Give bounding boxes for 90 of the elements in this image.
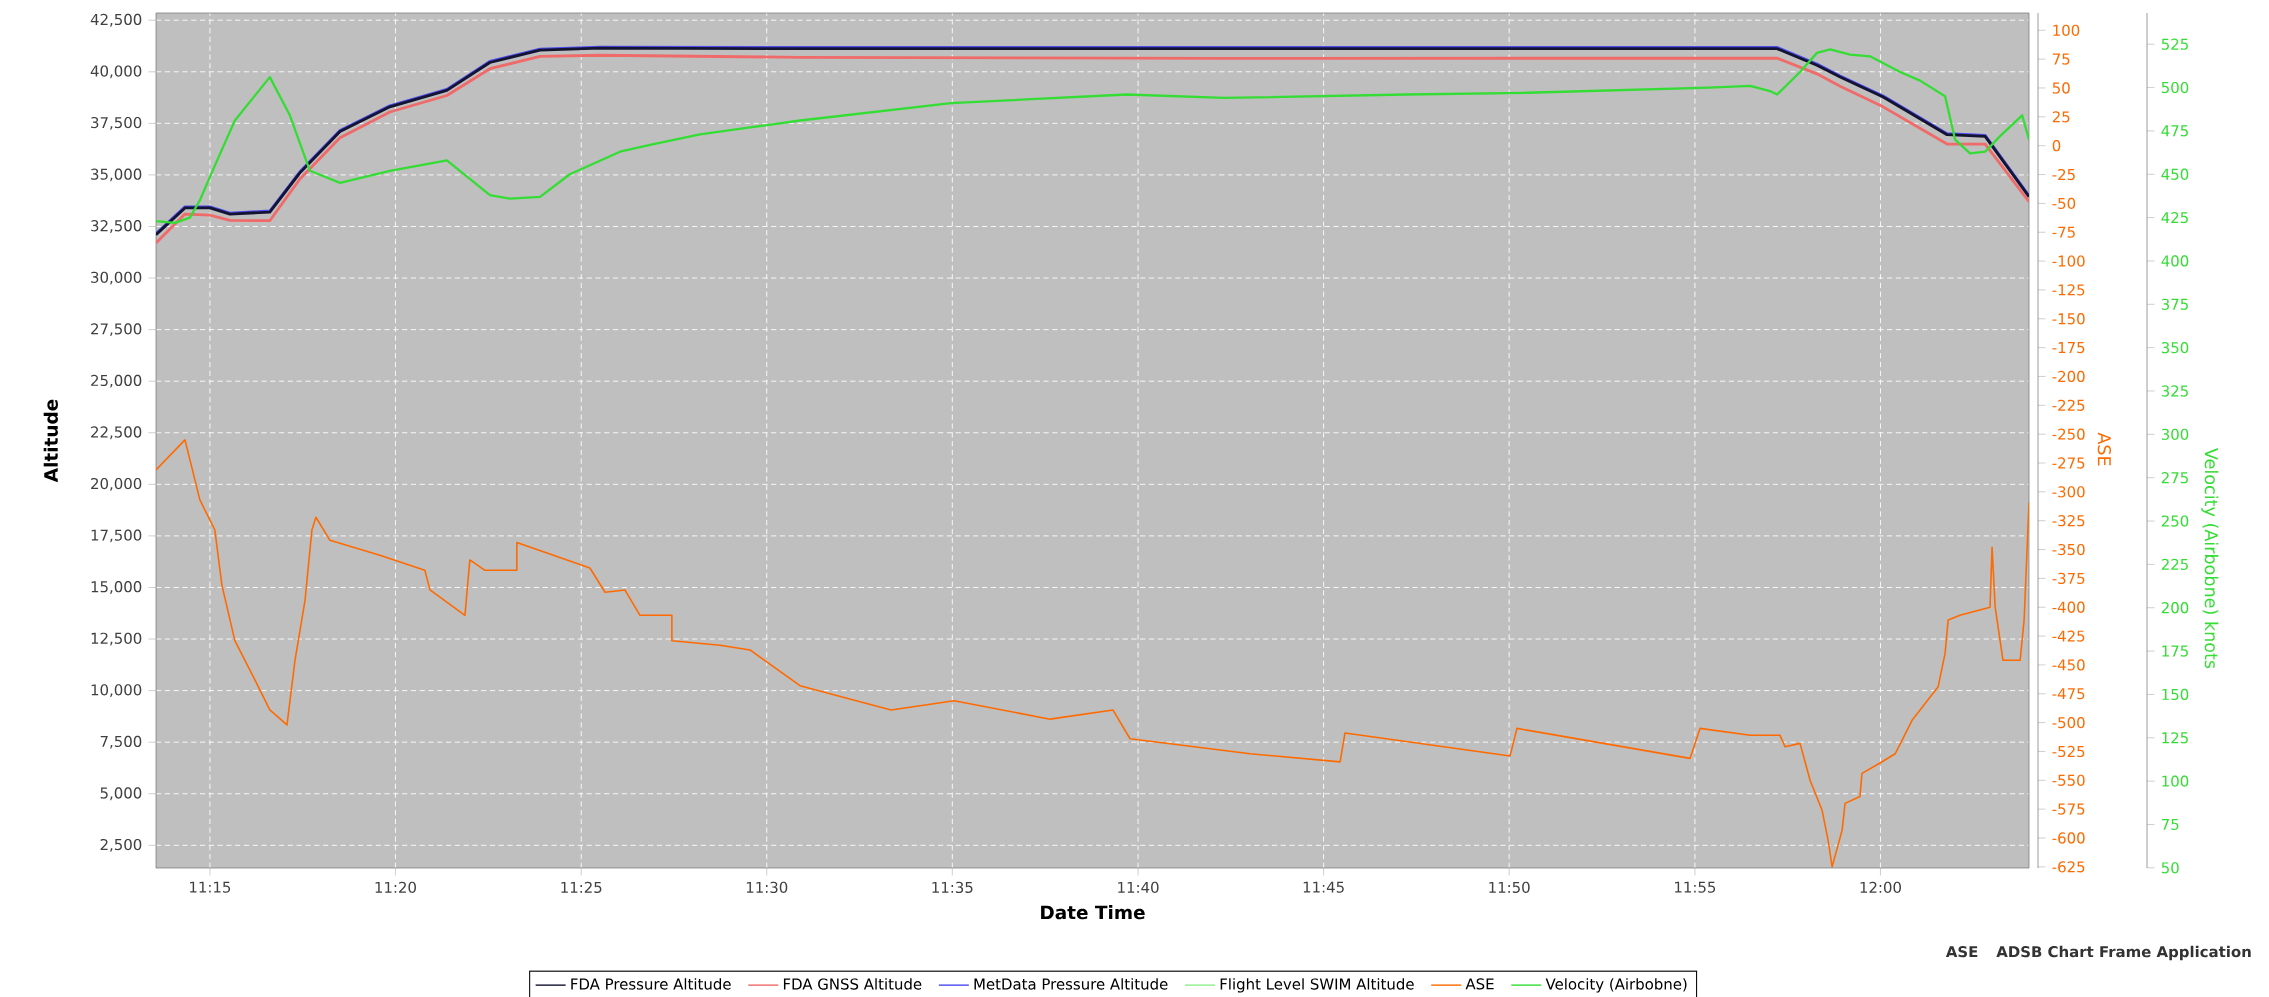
y2-tick-label: -200 bbox=[2052, 370, 2085, 383]
y-tick-label: 25,000 bbox=[91, 374, 142, 388]
y2-tick-label: 75 bbox=[2052, 53, 2070, 65]
y2-tick-label: -250 bbox=[2052, 428, 2085, 440]
y3-tick-label: 225 bbox=[2161, 558, 2188, 571]
y2-tick-label: -525 bbox=[2052, 745, 2085, 758]
x-tick-label: 11:50 bbox=[1489, 881, 1530, 894]
y2-tick-label: -25 bbox=[2052, 168, 2075, 181]
y2-tick-label: -375 bbox=[2052, 572, 2085, 585]
y-tick-label: 17,500 bbox=[91, 529, 142, 543]
y-tick-label: 42,500 bbox=[90, 13, 142, 27]
x-axis-title: Date Time bbox=[1041, 905, 1145, 920]
y-tick-label: 30,000 bbox=[91, 271, 142, 285]
y2-tick-label: -575 bbox=[2052, 803, 2085, 815]
x-tick-label: 11:25 bbox=[561, 881, 602, 894]
y2-tick-label: 100 bbox=[2053, 24, 2080, 36]
y3-tick-label: 200 bbox=[2161, 602, 2189, 614]
y2-tick-label: -125 bbox=[2052, 284, 2085, 296]
x-tick-label: 11:45 bbox=[1303, 881, 1344, 893]
y2-tick-label: 0 bbox=[2052, 140, 2061, 152]
y2-tick-label: -50 bbox=[2052, 197, 2076, 210]
y3-tick-label: 150 bbox=[2162, 688, 2189, 701]
y3-tick-label: 350 bbox=[2161, 342, 2189, 354]
y3-tick-label: 325 bbox=[2161, 385, 2188, 397]
y2-tick-label: 50 bbox=[2052, 82, 2070, 94]
y-tick-label: 40,000 bbox=[90, 65, 142, 79]
y3-tick-label: 275 bbox=[2161, 472, 2188, 484]
y3-tick-label: 300 bbox=[2161, 428, 2189, 440]
y2-tick-label: -500 bbox=[2052, 716, 2085, 729]
y3-tick-label: 75 bbox=[2161, 818, 2179, 831]
y3-axis-title: Velocity (Airbobne) knots bbox=[2201, 448, 2219, 669]
y2-tick-label: -175 bbox=[2052, 342, 2085, 354]
x-tick-label: 12:00 bbox=[1860, 881, 1901, 894]
line-series bbox=[156, 439, 2030, 868]
y-tick-label: 27,500 bbox=[91, 323, 142, 337]
text: ADSB Chart Frame Application bbox=[1996, 945, 2251, 961]
y-tick-label: 35,000 bbox=[91, 168, 142, 182]
y3-tick-label: 475 bbox=[2161, 125, 2188, 137]
y-tick-label: 32,500 bbox=[91, 220, 142, 233]
legend-label: Velocity (Airbobne) bbox=[1545, 978, 1687, 993]
y-tick-label: 12,500 bbox=[91, 632, 142, 646]
legend-label: FDA GNSS Altitude bbox=[783, 978, 922, 990]
y2-tick-label: -475 bbox=[2052, 688, 2085, 700]
y-tick-label: 22,500 bbox=[91, 426, 142, 440]
legend-label: ASE bbox=[1465, 978, 1494, 990]
x-tick-label: 11:55 bbox=[1675, 881, 1716, 893]
y-tick-label: 10,000 bbox=[91, 684, 142, 698]
y2-tick-label: 25 bbox=[2052, 111, 2070, 123]
x-tick-label: 11:40 bbox=[1118, 881, 1159, 894]
legend-label: FDA Pressure Altitude bbox=[571, 978, 731, 990]
y2-tick-label: -300 bbox=[2052, 486, 2085, 498]
y2-tick-label: -150 bbox=[2052, 313, 2085, 325]
y2-tick-label: -625 bbox=[2052, 861, 2085, 873]
y2-tick-label: -400 bbox=[2052, 601, 2085, 613]
y-axis-title: Altitude bbox=[43, 399, 58, 483]
x-tick-label: 11:30 bbox=[746, 881, 788, 894]
y2-tick-label: -550 bbox=[2052, 774, 2085, 786]
y3-tick-label: 425 bbox=[2161, 211, 2188, 224]
y3-tick-label: 125 bbox=[2162, 732, 2188, 744]
y2-tick-label: -100 bbox=[2052, 255, 2085, 267]
y2-tick-label: -75 bbox=[2052, 226, 2075, 238]
y-tick-label: 37,500 bbox=[91, 116, 142, 130]
text: ASE bbox=[1945, 946, 1978, 958]
y2-tick-label: -425 bbox=[2052, 630, 2085, 642]
y3-tick-label: 100 bbox=[2162, 775, 2189, 787]
y2-tick-label: -275 bbox=[2052, 457, 2085, 469]
y3-tick-label: 525 bbox=[2161, 38, 2188, 50]
x-tick-label: 11:15 bbox=[190, 881, 231, 893]
y2-tick-label: -325 bbox=[2052, 515, 2085, 527]
y3-tick-label: 400 bbox=[2161, 255, 2189, 267]
y-tick-label: 7,500 bbox=[100, 735, 142, 749]
y-tick-label: 2,500 bbox=[100, 838, 142, 852]
y3-tick-label: 450 bbox=[2161, 168, 2189, 180]
y3-tick-label: 500 bbox=[2161, 81, 2189, 94]
x-tick-label: 11:20 bbox=[375, 881, 416, 894]
y3-tick-label: 375 bbox=[2161, 298, 2188, 310]
legend-label: MetData Pressure Altitude bbox=[974, 978, 1168, 990]
legend-label: Flight Level SWIM Altitude bbox=[1220, 978, 1414, 993]
y2-tick-label: -450 bbox=[2052, 659, 2085, 671]
y-tick-label: 15,000 bbox=[91, 581, 142, 594]
x-tick-label: 11:35 bbox=[932, 881, 973, 894]
y2-tick-label: -350 bbox=[2052, 543, 2085, 556]
y-tick-label: 20,000 bbox=[91, 477, 142, 491]
y2-tick-label: -600 bbox=[2052, 832, 2085, 844]
y-tick-label: 5,000 bbox=[100, 787, 142, 801]
y3-tick-label: 175 bbox=[2162, 645, 2188, 657]
y2-tick-label: -225 bbox=[2052, 399, 2085, 411]
y3-tick-label: 50 bbox=[2161, 862, 2179, 874]
y3-tick-label: 250 bbox=[2161, 515, 2189, 527]
y2-axis-title: ASE bbox=[2097, 432, 2112, 466]
